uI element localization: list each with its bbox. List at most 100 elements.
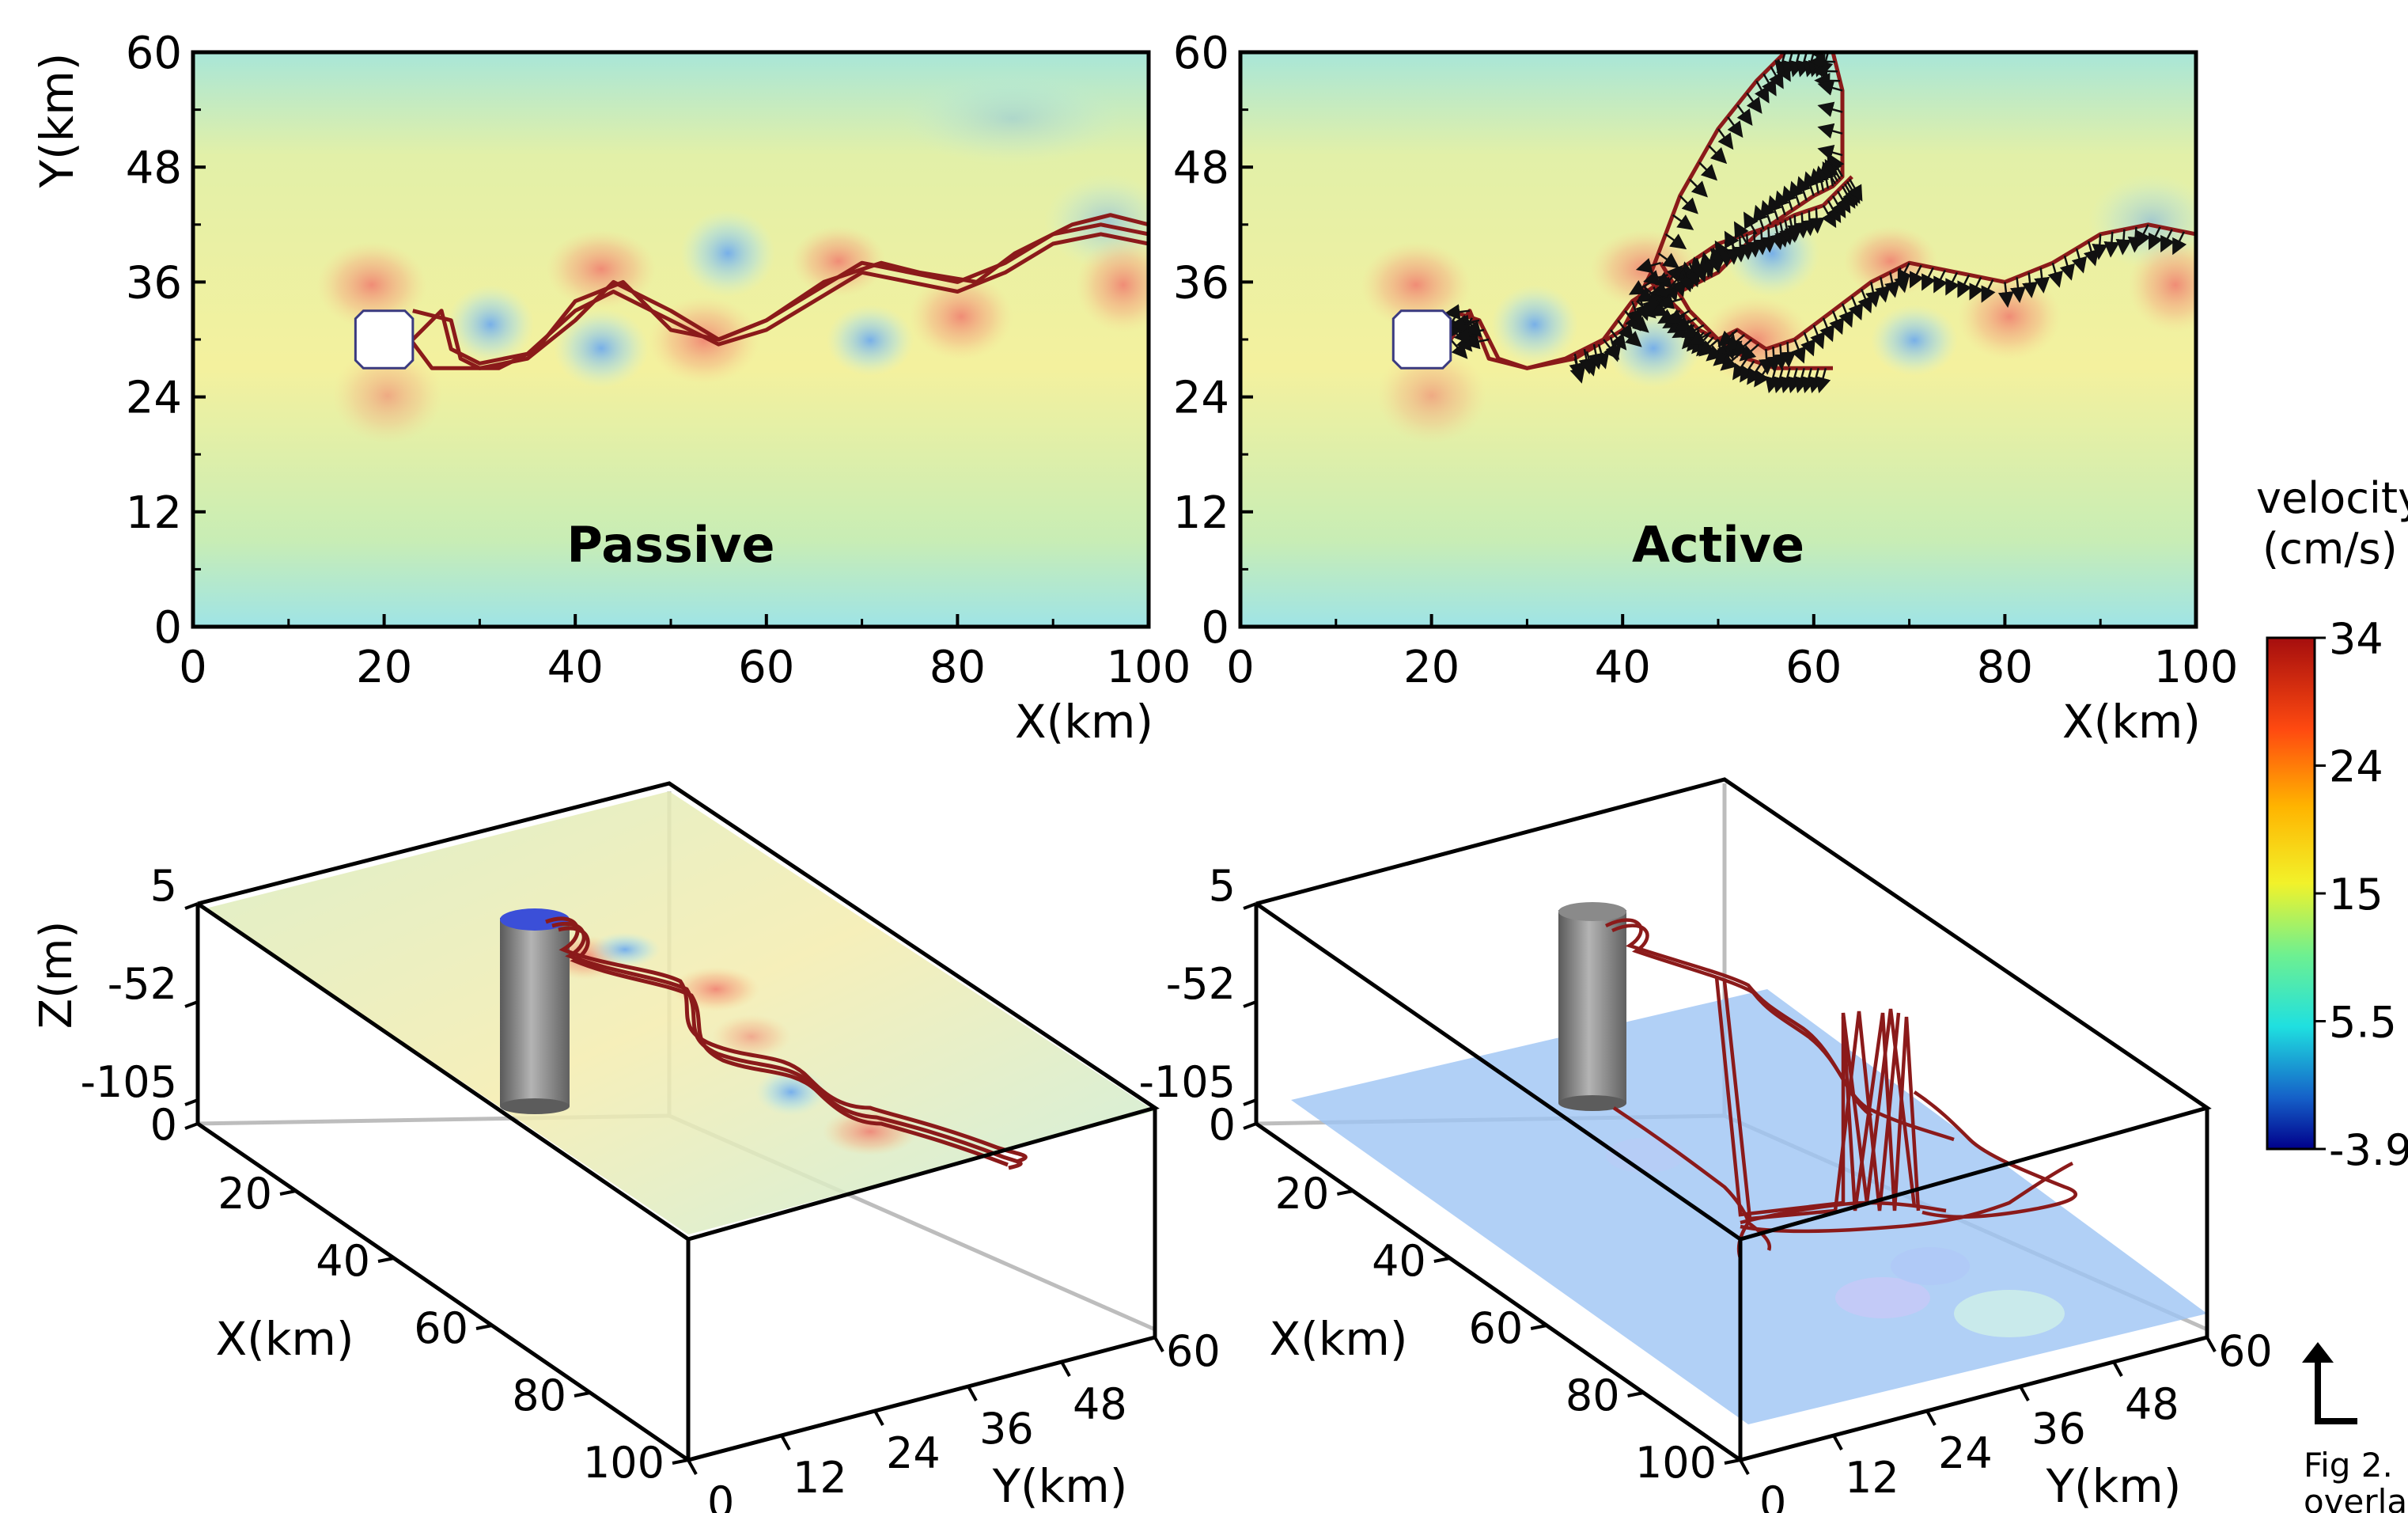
velocity-arrow <box>1448 316 1475 332</box>
y-tick-label: 60 <box>2218 1326 2273 1376</box>
y-tick <box>687 1459 698 1475</box>
velocity-arrow <box>1897 262 1912 286</box>
velocity-arrow <box>1708 145 1728 165</box>
velocity-arrow <box>1717 128 1734 150</box>
velocity-arrow <box>2010 277 2026 303</box>
x-tick <box>1627 1391 1644 1397</box>
y-tick-label: 60 <box>1173 28 1229 79</box>
velocity-arrow <box>1791 339 1806 364</box>
cylinder-top <box>1558 902 1626 921</box>
cylinder-base <box>1558 1095 1626 1111</box>
velocity-arrow <box>1957 274 1972 298</box>
colorbar-unit: (cm/s) <box>2262 524 2398 574</box>
y-tick-label: 60 <box>1166 1326 1221 1376</box>
field-patch <box>1606 1138 1685 1173</box>
y-tick-label: 24 <box>1173 373 1229 424</box>
x-tick-label: 20 <box>1275 1169 1330 1219</box>
x-tick-label: 100 <box>1635 1438 1717 1488</box>
x-tick-label: 40 <box>1595 642 1651 693</box>
corner-arrow-icon <box>2315 1355 2357 1424</box>
y-tick <box>1925 1410 1937 1426</box>
velocity-arrow <box>2034 267 2050 294</box>
arrow-head-icon <box>2302 1342 2334 1363</box>
x-tick-label: 100 <box>1107 642 1191 693</box>
velocity-arrow <box>1766 347 1782 373</box>
y-tick-label: 48 <box>126 142 182 194</box>
y-tick <box>1153 1337 1164 1352</box>
trajectory-2 <box>401 213 1149 370</box>
velocity-arrow <box>1717 241 1734 267</box>
velocity-arrow <box>1725 238 1741 265</box>
velocity-arrow <box>1981 279 1996 303</box>
velocity-arrow <box>1747 231 1763 258</box>
velocity-arrow <box>1688 178 1708 198</box>
obstacle-cylinder <box>1558 910 1626 1103</box>
velocity-arrow <box>2172 231 2187 256</box>
velocity-arrow <box>1617 320 1634 341</box>
x-tick-label: 40 <box>316 1236 370 1286</box>
velocity-arrow <box>1569 353 1585 380</box>
velocity-arrow <box>2103 231 2120 258</box>
velocity-arrow <box>1444 304 1471 320</box>
y-tick-label: 0 <box>1759 1477 1786 1513</box>
velocity-arrow <box>1815 367 1831 393</box>
x-tick <box>1337 1189 1354 1196</box>
x-tick-label: 20 <box>218 1169 272 1219</box>
y-tick-label: 24 <box>126 373 182 424</box>
velocity-arrow <box>2022 272 2039 298</box>
x-tick <box>475 1324 493 1330</box>
velocity-arrow <box>1865 282 1881 308</box>
colorbar-tick-label: 5.5 <box>2329 998 2397 1048</box>
x-tick-label: 60 <box>738 642 794 693</box>
velocity-arrow <box>1746 92 1762 114</box>
x-tick-label: 20 <box>356 642 412 693</box>
panel-active: 0 20 40 60 80 100 0 12 24 36 48 60 Active X(km) <box>1173 28 2239 749</box>
velocity-arrow <box>1710 243 1727 270</box>
z-tick <box>184 1098 199 1106</box>
velocity-arrow <box>1794 212 1811 239</box>
velocity-arrow <box>2092 233 2108 260</box>
z-tick <box>1243 1098 1257 1106</box>
velocity-arrow <box>1787 214 1804 241</box>
x-tick-label: 80 <box>1566 1371 1620 1420</box>
velocity-arrow <box>2127 226 2144 253</box>
y-tick <box>2112 1361 2123 1377</box>
velocity-arrow <box>1817 101 1843 117</box>
velocity-arrow <box>1739 343 1760 362</box>
x-tick-label: 60 <box>414 1303 468 1353</box>
z-tick-label: 5 <box>1209 861 1236 911</box>
y-tick <box>1832 1435 1843 1450</box>
y-axis-label: Y(km) <box>2046 1459 2182 1513</box>
velocity-arrow <box>1761 226 1778 253</box>
z-tick <box>1243 902 1257 910</box>
velocity-arrow <box>1578 348 1595 375</box>
x-tick-label: 60 <box>1468 1303 1523 1353</box>
y-tick-label: 36 <box>2031 1404 2086 1454</box>
velocity-arrow <box>2115 229 2132 256</box>
y-tick-label: 36 <box>126 257 182 309</box>
z-tick-label: -52 <box>1166 959 1236 1009</box>
y-axis-label: Y(km) <box>30 53 84 189</box>
caption: Fig 2. overla <box>2302 1342 2407 1513</box>
x-tick-label: 0 <box>1226 642 1255 693</box>
velocity-arrow <box>1808 207 1825 234</box>
y-tick <box>2019 1386 2030 1401</box>
caption-text: Fig 2. <box>2304 1446 2393 1485</box>
velocity-arrow <box>1838 303 1854 328</box>
x-tick-label: 80 <box>1977 642 2033 693</box>
velocity-arrow <box>1688 330 1712 346</box>
panel-label: Active <box>1632 516 1804 574</box>
velocity-arrow <box>1635 258 1661 274</box>
x-tick-label: 100 <box>583 1438 664 1488</box>
z-tick-label: 0 <box>1209 1100 1236 1150</box>
velocity-arrow <box>2047 262 2063 288</box>
obstacle <box>1391 309 1452 370</box>
x-tick-label: 40 <box>1372 1236 1426 1286</box>
x-tick <box>1433 1257 1451 1263</box>
z-tick-label: -105 <box>80 1057 177 1107</box>
colorbar-ramp <box>2266 636 2316 1151</box>
velocity-arrow <box>1610 329 1627 351</box>
velocity-arrow <box>1800 332 1815 357</box>
